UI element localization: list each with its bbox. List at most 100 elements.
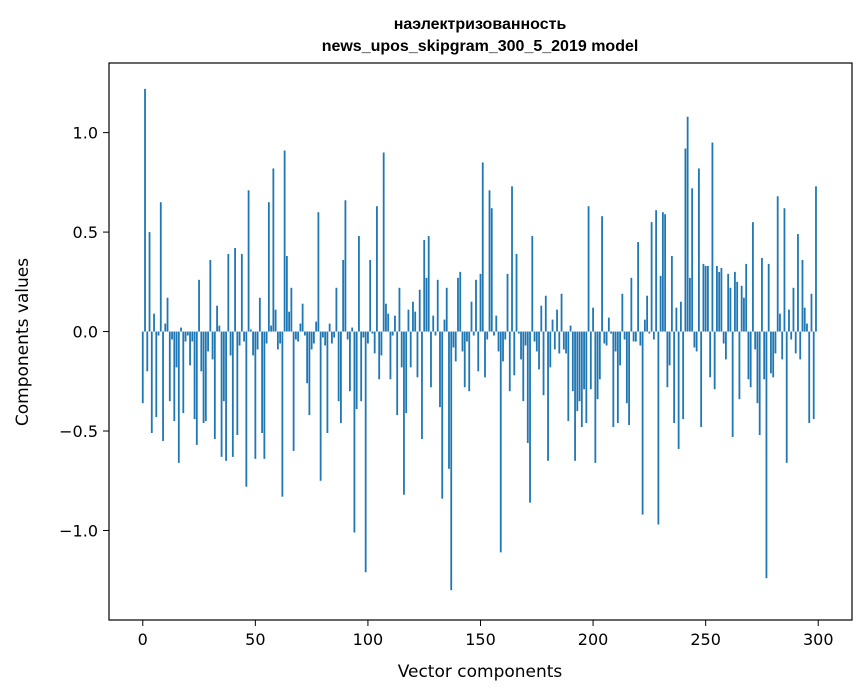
- bar-264: [736, 281, 739, 332]
- bar-70: [299, 323, 302, 332]
- bar-29: [207, 331, 209, 352]
- bar-62: [281, 331, 284, 497]
- bar-48: [249, 329, 252, 332]
- bar-127: [427, 236, 430, 332]
- bar-18: [182, 331, 185, 414]
- bar-131: [436, 279, 439, 332]
- bar-184: [556, 309, 558, 332]
- bar-66: [290, 287, 293, 332]
- y-axis-label: Components values: [13, 258, 33, 426]
- bar-152: [484, 331, 486, 378]
- bar-32: [213, 331, 216, 439]
- bar-39: [229, 331, 232, 356]
- bar-51: [256, 331, 259, 350]
- y-tick-label: 0.0: [73, 323, 98, 342]
- bar-273: [756, 331, 759, 404]
- bar-235: [670, 255, 673, 332]
- bar-14: [173, 331, 176, 422]
- bar-89: [342, 259, 345, 332]
- bar-134: [443, 319, 446, 332]
- bar-173: [531, 236, 534, 332]
- bar-199: [589, 331, 592, 390]
- bar-15: [175, 331, 178, 368]
- bar-67: [292, 331, 295, 451]
- bar-141: [459, 271, 462, 332]
- x-tick-label: 200: [578, 630, 609, 649]
- bar-249: [702, 263, 705, 332]
- bar-196: [583, 331, 585, 390]
- bar-282: [776, 196, 779, 332]
- bar-124: [421, 331, 423, 439]
- bar-148: [475, 279, 477, 332]
- bar-59: [274, 309, 277, 332]
- bar-178: [542, 331, 545, 396]
- bar-229: [657, 331, 660, 525]
- bar-218: [632, 331, 635, 342]
- bar-232: [664, 214, 667, 332]
- bar-246: [695, 331, 698, 352]
- bar-242: [686, 116, 689, 332]
- y-tick-label: −1.0: [59, 521, 98, 540]
- bar-107: [382, 152, 385, 332]
- bar-210: [614, 331, 617, 352]
- bar-217: [630, 277, 633, 332]
- bar-262: [731, 331, 734, 437]
- bar-205: [603, 331, 606, 344]
- bar-176: [538, 331, 540, 370]
- bar-140: [457, 277, 459, 332]
- bar-198: [587, 206, 590, 332]
- bar-267: [743, 297, 745, 332]
- bar-101: [369, 259, 372, 332]
- bar-272: [754, 331, 757, 350]
- bar-200: [592, 307, 594, 332]
- bar-133: [441, 331, 444, 499]
- bar-258: [722, 331, 725, 344]
- bar-13: [171, 331, 173, 340]
- bar-182: [551, 319, 554, 332]
- bar-78: [317, 212, 320, 332]
- bar-175: [535, 331, 538, 352]
- bar-219: [634, 331, 637, 342]
- bar-97: [360, 331, 363, 402]
- bar-188: [565, 331, 567, 354]
- bar-81: [324, 331, 327, 346]
- bar-288: [790, 331, 793, 340]
- x-axis-label: Vector components: [398, 662, 563, 682]
- bar-168: [520, 331, 522, 360]
- bar-123: [418, 289, 421, 332]
- bar-55: [265, 331, 268, 344]
- bar-45: [243, 331, 245, 342]
- bar-197: [585, 331, 588, 424]
- bar-20: [186, 331, 189, 336]
- bar-46: [245, 331, 248, 487]
- bar-281: [774, 331, 777, 354]
- bar-263: [734, 271, 736, 332]
- chart-title-line-2: news_upos_skipgram_300_5_2019 model: [322, 38, 639, 55]
- bar-220: [637, 242, 640, 332]
- bar-132: [439, 331, 441, 408]
- bar-42: [236, 331, 239, 435]
- y-tick-label: −0.5: [59, 422, 98, 441]
- bar-244: [691, 188, 694, 332]
- bar-23: [193, 331, 196, 420]
- bar-138: [452, 331, 455, 348]
- bar-87: [337, 331, 340, 402]
- bar-158: [497, 331, 500, 352]
- bar-285: [783, 208, 786, 332]
- bar-21: [189, 331, 191, 366]
- bar-25: [198, 279, 200, 332]
- bar-53: [261, 331, 263, 433]
- bar-226: [650, 222, 653, 332]
- bar-294: [803, 307, 806, 332]
- bar-156: [493, 331, 495, 336]
- chart-title-line-1: наэлектризованность: [394, 16, 567, 33]
- bar-79: [319, 331, 322, 481]
- bar-52: [258, 297, 261, 332]
- bar-191: [571, 331, 574, 392]
- bar-150: [479, 273, 482, 332]
- bar-162: [506, 273, 509, 332]
- chart-title: наэлектризованность news_upos_skipgram_3…: [322, 16, 639, 55]
- bar-225: [648, 331, 651, 334]
- bar-149: [477, 331, 480, 372]
